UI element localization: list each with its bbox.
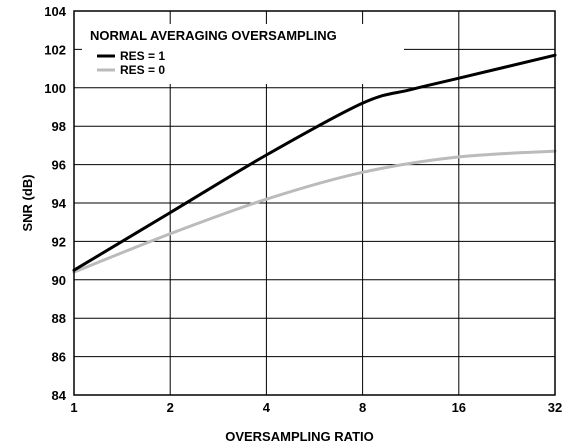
legend: NORMAL AVERAGING OVERSAMPLING RES = 1RES… (82, 24, 404, 84)
y-tick-label: 96 (52, 158, 66, 173)
y-tick-label: 92 (52, 234, 66, 249)
tick-labels: 1 2 4 8 16 32 84 86 88 90 92 94 96 98 100 102 104 (44, 4, 562, 415)
y-tick-label: 100 (44, 81, 66, 96)
x-axis-title: OVERSAMPLING RATIO (225, 429, 374, 444)
x-tick-label: 32 (548, 400, 562, 415)
y-tick-label: 102 (44, 42, 66, 57)
legend-title: NORMAL AVERAGING OVERSAMPLING (90, 28, 337, 43)
x-tick-label: 4 (263, 400, 271, 415)
series-line-res-1 (72, 53, 557, 272)
y-tick-label: 94 (52, 196, 67, 211)
y-axis-title: SNR (dB) (20, 174, 35, 231)
x-tick-label: 16 (452, 400, 466, 415)
series-line-res-0 (72, 149, 557, 274)
legend-background (82, 24, 404, 84)
y-tick-label: 98 (52, 119, 66, 134)
y-tick-label: 88 (52, 311, 66, 326)
legend-label: RES = 0 (120, 63, 165, 77)
y-tick-label: 90 (52, 273, 66, 288)
y-tick-label: 84 (52, 388, 67, 403)
x-tick-label: 2 (167, 400, 174, 415)
x-tick-label: 8 (359, 400, 366, 415)
y-tick-label: 86 (52, 350, 66, 365)
plot-frame (73, 10, 556, 396)
legend-label: RES = 1 (120, 49, 165, 63)
x-tick-label: 1 (70, 400, 77, 415)
y-tick-label: 104 (44, 4, 66, 19)
series-lines (72, 53, 557, 274)
